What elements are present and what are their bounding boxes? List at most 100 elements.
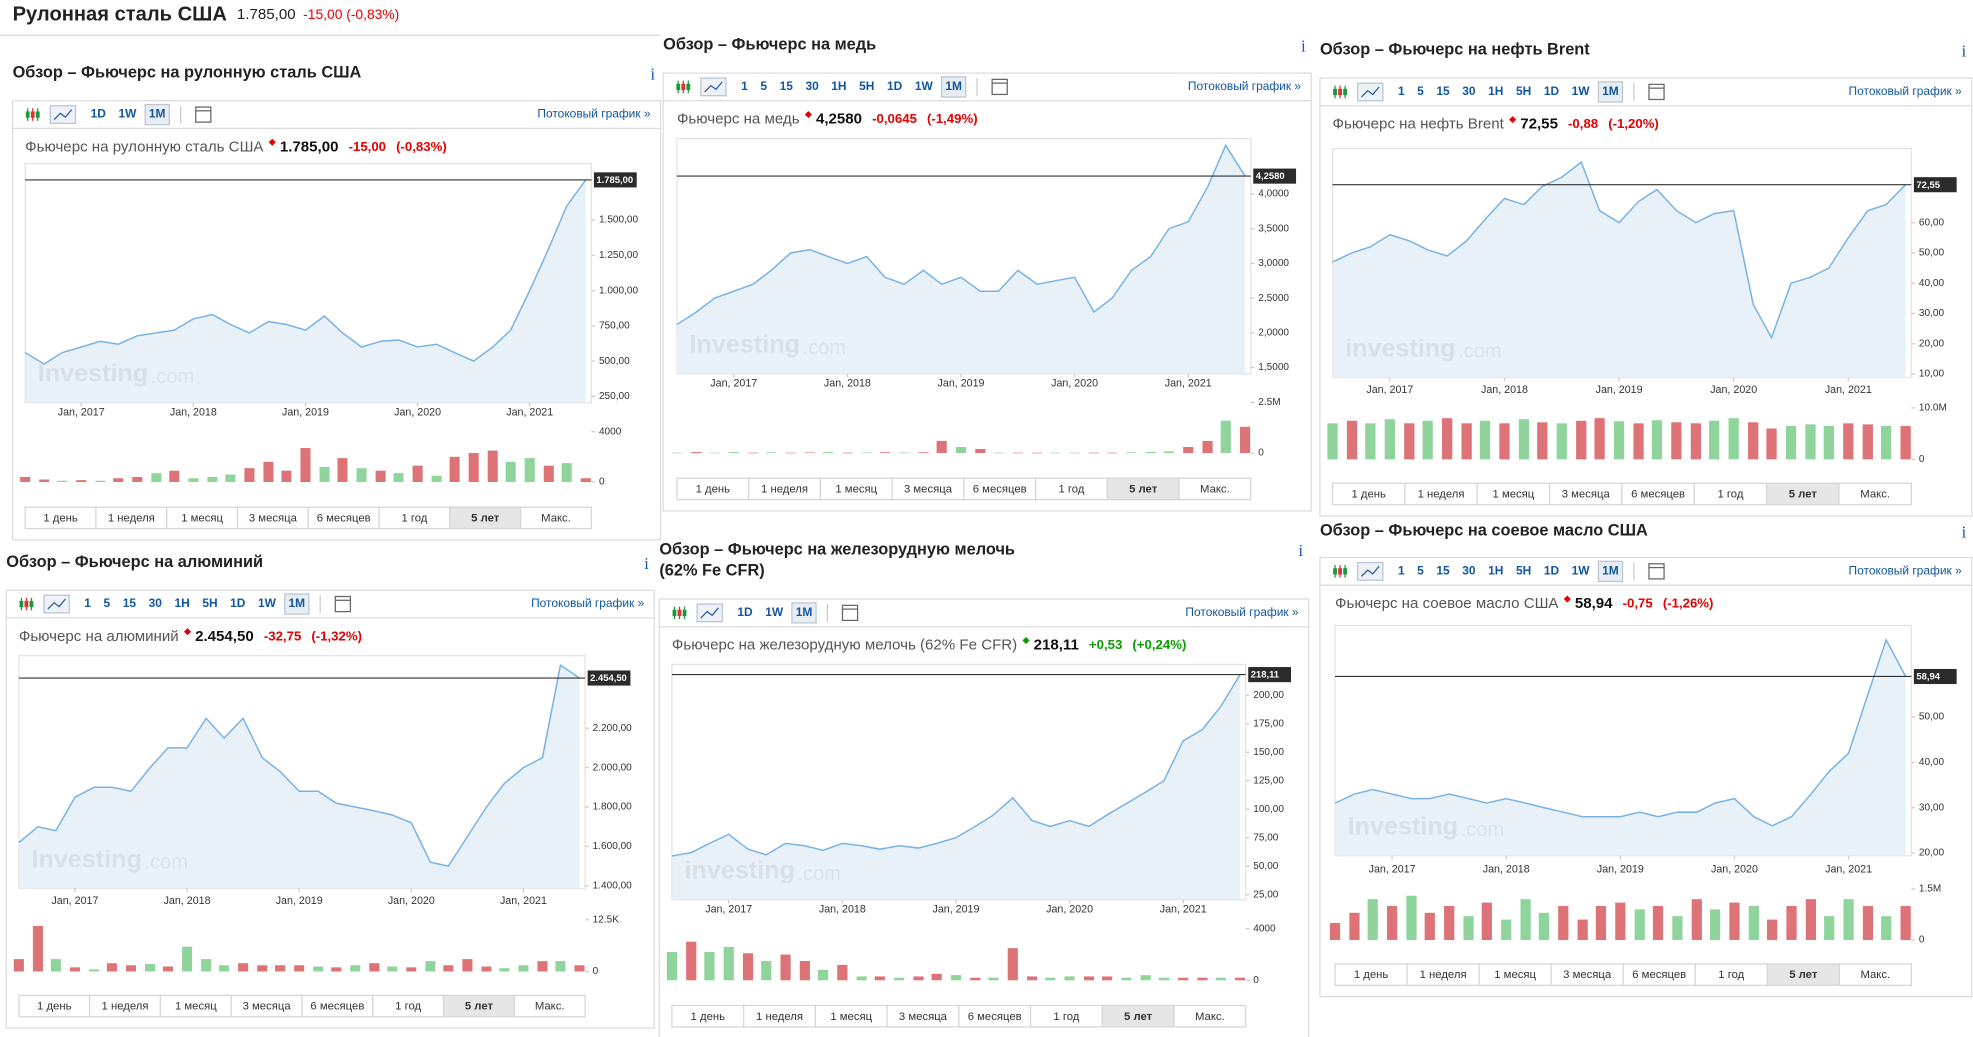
- info-icon[interactable]: i: [1299, 541, 1304, 560]
- interval-button[interactable]: 1H: [1488, 84, 1503, 98]
- interval-button[interactable]: 5H: [202, 596, 217, 610]
- period-label[interactable]: 1 неделя: [1420, 969, 1467, 981]
- interval-button[interactable]: 1D: [737, 605, 753, 619]
- period-button[interactable]: [513, 994, 586, 1018]
- info-icon[interactable]: i: [1962, 42, 1967, 61]
- interval-button[interactable]: 1M: [1602, 564, 1619, 578]
- interval-button[interactable]: 1: [84, 596, 91, 610]
- period-label[interactable]: 5 лет: [1789, 969, 1818, 981]
- interval-button[interactable]: 1M: [1602, 84, 1619, 98]
- interval-button[interactable]: 1M: [945, 79, 962, 93]
- period-label[interactable]: 1 неделя: [1418, 489, 1465, 501]
- interval-button[interactable]: 1D: [91, 107, 107, 121]
- period-label[interactable]: 1 день: [37, 1001, 72, 1013]
- interval-button[interactable]: 1W: [1572, 84, 1591, 98]
- calendar-icon[interactable]: [841, 604, 859, 622]
- period-label[interactable]: 1 год: [395, 1001, 421, 1013]
- calendar-icon[interactable]: [334, 595, 352, 613]
- period-label[interactable]: 1 год: [401, 512, 427, 524]
- candle-icon[interactable]: [24, 600, 29, 608]
- period-label[interactable]: 1 месяц: [835, 484, 877, 496]
- period-label[interactable]: 1 год: [1718, 969, 1744, 981]
- period-label[interactable]: 6 месяцев: [968, 1011, 1022, 1023]
- interval-button[interactable]: 1W: [118, 107, 137, 121]
- interval-button[interactable]: 1M: [796, 605, 813, 619]
- interval-button[interactable]: 1M: [149, 107, 166, 121]
- candle-icon[interactable]: [677, 609, 682, 617]
- interval-button[interactable]: 5H: [1516, 564, 1531, 578]
- info-icon[interactable]: i: [1962, 522, 1967, 541]
- candle-icon[interactable]: [682, 609, 687, 617]
- period-label[interactable]: 1 месяц: [1494, 969, 1536, 981]
- info-icon[interactable]: i: [644, 554, 649, 573]
- period-label[interactable]: 1 неделя: [102, 1001, 149, 1013]
- period-label[interactable]: Макс.: [1195, 1011, 1225, 1023]
- period-label[interactable]: 3 месяца: [904, 484, 953, 496]
- period-label[interactable]: 6 месяцев: [1631, 489, 1685, 501]
- candle-icon[interactable]: [19, 600, 24, 608]
- streaming-link[interactable]: Потоковый график »: [1188, 79, 1301, 93]
- period-label[interactable]: 5 лет: [465, 1001, 494, 1013]
- interval-button[interactable]: 1D: [1544, 564, 1560, 578]
- period-label[interactable]: 1 год: [1058, 484, 1084, 496]
- period-button[interactable]: [1173, 1004, 1247, 1028]
- period-button[interactable]: [1838, 482, 1912, 506]
- interval-button[interactable]: 1D: [1544, 84, 1560, 98]
- candle-icon[interactable]: [35, 111, 40, 118]
- streaming-link[interactable]: Потоковый график »: [1185, 605, 1298, 619]
- period-label[interactable]: Макс.: [541, 512, 571, 524]
- period-label[interactable]: 3 месяца: [249, 512, 298, 524]
- streaming-link[interactable]: Потоковый график »: [1849, 84, 1962, 98]
- streaming-link[interactable]: Потоковый график »: [1849, 564, 1962, 578]
- candle-icon[interactable]: [1338, 88, 1342, 96]
- interval-button[interactable]: 30: [1462, 564, 1476, 578]
- period-label[interactable]: 5 лет: [1129, 484, 1158, 496]
- interval-button[interactable]: 1H: [831, 79, 846, 93]
- interval-button[interactable]: 1M: [289, 596, 306, 610]
- interval-button[interactable]: 30: [1462, 84, 1476, 98]
- candle-icon[interactable]: [1338, 568, 1342, 575]
- period-label[interactable]: 1 день: [1354, 969, 1389, 981]
- period-label[interactable]: 1 день: [691, 1011, 726, 1023]
- interval-button[interactable]: 5H: [859, 79, 874, 93]
- period-label[interactable]: Макс.: [1860, 489, 1890, 501]
- info-icon[interactable]: i: [1301, 37, 1306, 56]
- interval-button[interactable]: 30: [149, 596, 163, 610]
- interval-button[interactable]: 1H: [1488, 564, 1503, 578]
- line-icon[interactable]: [1361, 565, 1380, 577]
- line-icon[interactable]: [1361, 86, 1380, 98]
- period-label[interactable]: 1 месяц: [1493, 489, 1535, 501]
- interval-button[interactable]: 15: [123, 596, 137, 610]
- period-label[interactable]: Макс.: [1860, 969, 1890, 981]
- period-label[interactable]: 1 неделя: [756, 1011, 803, 1023]
- line-icon[interactable]: [53, 109, 73, 121]
- calendar-icon[interactable]: [1648, 83, 1665, 101]
- candle-icon[interactable]: [681, 83, 686, 91]
- calendar-icon[interactable]: [195, 106, 212, 123]
- candle-icon[interactable]: [25, 111, 30, 118]
- period-button[interactable]: [519, 506, 593, 530]
- interval-button[interactable]: 1: [1398, 84, 1405, 98]
- interval-button[interactable]: 1: [1398, 564, 1405, 578]
- period-label[interactable]: 1 день: [696, 484, 731, 496]
- period-label[interactable]: 6 месяцев: [973, 484, 1027, 496]
- period-label[interactable]: 3 месяца: [1563, 969, 1612, 981]
- candle-icon[interactable]: [686, 83, 691, 91]
- period-label[interactable]: 1 неделя: [108, 512, 155, 524]
- candle-icon[interactable]: [672, 609, 677, 617]
- period-label[interactable]: 6 месяцев: [317, 512, 371, 524]
- line-icon[interactable]: [704, 81, 723, 93]
- line-icon[interactable]: [47, 598, 66, 610]
- interval-button[interactable]: 1W: [1572, 564, 1591, 578]
- interval-button[interactable]: 5: [104, 596, 111, 610]
- candle-icon[interactable]: [1333, 568, 1337, 575]
- interval-button[interactable]: 15: [1436, 84, 1450, 98]
- interval-button[interactable]: 5H: [1516, 84, 1531, 98]
- candle-icon[interactable]: [1343, 88, 1348, 96]
- info-icon[interactable]: i: [651, 64, 656, 83]
- interval-button[interactable]: 30: [805, 79, 819, 93]
- period-label[interactable]: 3 месяца: [243, 1001, 292, 1013]
- streaming-link[interactable]: Потоковый график »: [531, 596, 644, 610]
- period-label[interactable]: 3 месяца: [1562, 489, 1611, 501]
- interval-button[interactable]: 1W: [765, 605, 784, 619]
